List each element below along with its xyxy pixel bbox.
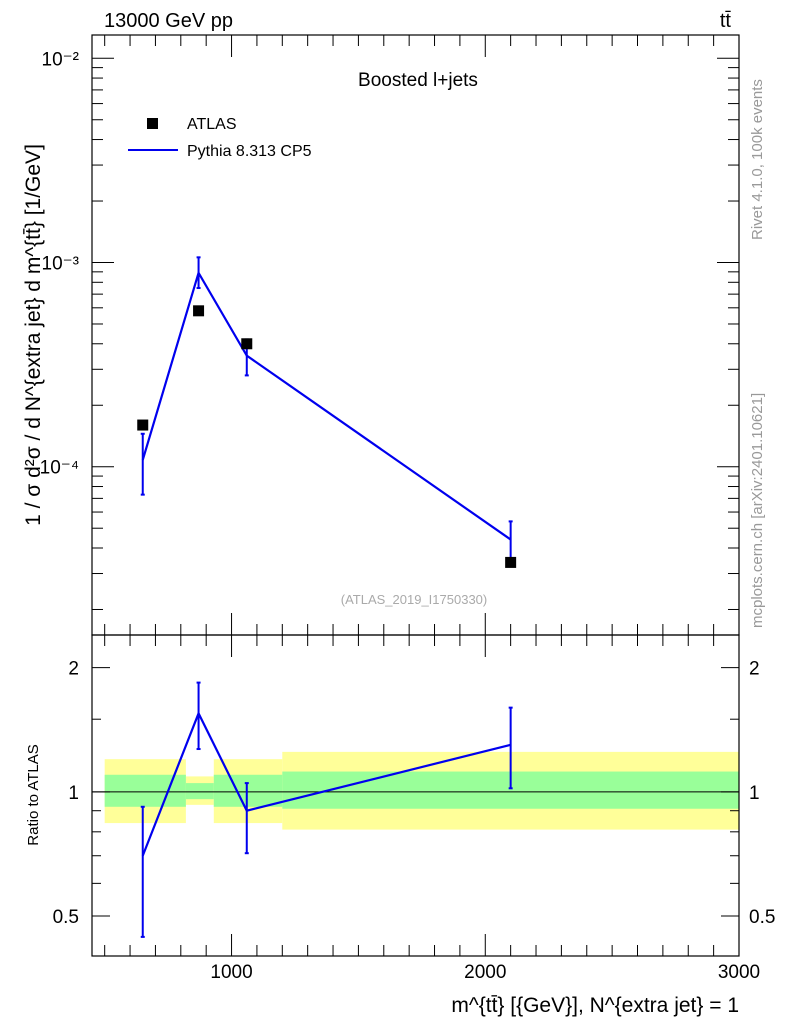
legend: ATLAS Pythia 8.313 CP5 bbox=[128, 116, 312, 160]
main-plot-panel: 10⁻⁴ 10⁻³ 10⁻² Boosted l+jets (ATLAS_2019_… bbox=[22, 34, 740, 636]
ratio-y-label: Ratio to ATLAS bbox=[25, 744, 42, 845]
analysis-id: (ATLAS_2019_I1750330) bbox=[341, 592, 487, 607]
ratio-y-tick-label-right: 1 bbox=[749, 783, 760, 804]
y-tick-label: 10⁻² bbox=[42, 49, 80, 70]
y-axis-label: 1 / σ d²σ / d N^{extra jet} d m^{tt̄} [1… bbox=[22, 144, 45, 526]
plot-title: Boosted l+jets bbox=[358, 70, 478, 91]
ratio-line bbox=[141, 710, 511, 857]
legend-data-label: ATLAS bbox=[187, 116, 237, 133]
legend-mc-label: Pythia 8.313 CP5 bbox=[187, 143, 312, 160]
x-tick-label: 3000 bbox=[718, 962, 760, 983]
ratio-ticks: 0.5 0.5 1 1 2 2 1000 2000 3000 bbox=[53, 635, 775, 983]
source-label: mcplots.cern.ch [arXiv:2401.10621] bbox=[749, 393, 766, 628]
header-process-label: tt̄ bbox=[720, 10, 732, 32]
ratio-frame bbox=[91, 634, 740, 957]
header-collision-label: 13000 GeV pp bbox=[104, 10, 233, 32]
rivet-version-label: Rivet 4.1.0, 100k events bbox=[749, 79, 766, 240]
main-plot-marks bbox=[137, 256, 517, 568]
legend-data-marker bbox=[147, 118, 158, 129]
y-tick-label: 10⁻³ bbox=[42, 254, 80, 275]
atlas-data-point bbox=[505, 556, 517, 568]
ratio-y-tick-label: 1 bbox=[68, 783, 79, 804]
ratio-y-tick-label-right: 0.5 bbox=[749, 907, 775, 928]
atlas-data-point bbox=[137, 419, 149, 431]
main-plot-ticks: 10⁻⁴ 10⁻³ 10⁻² bbox=[40, 35, 740, 635]
ratio-marks bbox=[92, 681, 739, 938]
mc-line bbox=[141, 270, 512, 541]
ratio-y-tick-label: 0.5 bbox=[53, 907, 79, 928]
ratio-panel: 0.5 0.5 1 1 2 2 1000 2000 3000 Ratio to ATLAS m^… bbox=[25, 634, 775, 1017]
x-tick-label: 2000 bbox=[464, 962, 506, 983]
atlas-data-point bbox=[241, 338, 253, 350]
uncertainty-band-inner bbox=[185, 783, 214, 800]
x-axis-label: m^{tt̄} [{GeV}], N^{extra jet} = 1 bbox=[451, 994, 739, 1017]
ratio-y-tick-label-right: 2 bbox=[749, 659, 760, 680]
y-tick-label: 10⁻⁴ bbox=[40, 458, 79, 479]
ratio-y-tick-label: 2 bbox=[68, 659, 79, 680]
x-tick-label: 1000 bbox=[210, 962, 252, 983]
uncertainty-band-inner bbox=[213, 774, 283, 807]
atlas-data-point bbox=[193, 305, 205, 317]
